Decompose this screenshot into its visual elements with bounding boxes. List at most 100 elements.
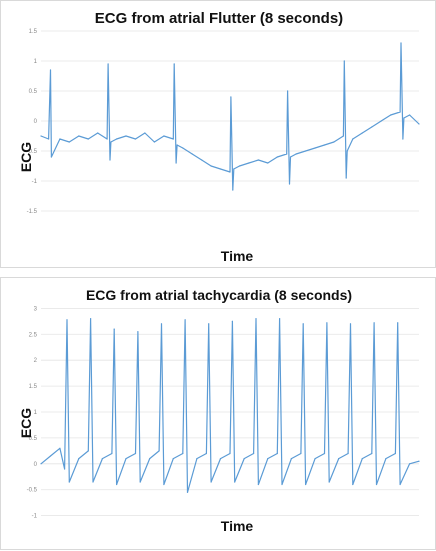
data-point — [248, 162, 250, 164]
data-point — [231, 320, 233, 322]
data-point — [289, 156, 292, 158]
data-point — [345, 177, 347, 179]
data-point — [323, 144, 326, 146]
data-point — [342, 135, 344, 137]
data-point — [175, 162, 177, 164]
data-point — [390, 114, 392, 116]
data-point — [50, 156, 53, 158]
data-point — [399, 483, 401, 486]
data-point — [232, 189, 234, 191]
data-point — [399, 111, 401, 113]
data-point — [40, 463, 42, 465]
data-point — [191, 153, 193, 155]
chart-panel-atrial-tachycardia: 3 2.5 2 1.5 1 0.5 0 -0.5 -1 ECG from atrial tachy… — [0, 277, 436, 550]
y-axis-title: ECG — [18, 142, 34, 172]
data-point — [163, 135, 165, 137]
data-point — [59, 447, 61, 449]
y-tick-label: 0.5 — [29, 89, 38, 95]
data-point — [326, 322, 328, 324]
data-point — [385, 458, 387, 460]
data-point — [173, 63, 175, 65]
data-point — [409, 463, 411, 465]
data-point — [49, 69, 52, 71]
data-point — [92, 481, 94, 483]
data-point — [287, 90, 289, 92]
data-point — [402, 138, 404, 140]
data-point — [323, 452, 326, 455]
data-point — [229, 452, 231, 455]
data-point — [182, 452, 184, 455]
y-tick-label: -0.5 — [27, 149, 38, 155]
y-tick-label: 1 — [34, 410, 38, 416]
data-point — [267, 162, 269, 164]
data-point — [196, 458, 198, 460]
data-point — [68, 141, 70, 143]
data-point — [361, 132, 363, 134]
data-point — [219, 458, 222, 460]
data-point — [186, 491, 189, 493]
chart-title: ECG from atrial Flutter (8 seconds) — [95, 10, 343, 27]
y-tick-label: 2 — [34, 358, 38, 364]
data-point — [106, 138, 108, 140]
data-point — [373, 322, 375, 324]
data-point — [109, 159, 111, 161]
data-point — [233, 168, 235, 170]
data-point — [290, 458, 292, 460]
data-point — [111, 452, 113, 455]
data-point — [394, 452, 396, 455]
data-point — [137, 331, 139, 333]
data-point — [107, 63, 109, 65]
data-point — [295, 153, 297, 155]
y-tick-label: 1 — [34, 59, 38, 65]
y-tick-label: 0 — [34, 119, 38, 125]
data-point — [418, 460, 420, 462]
y-tick-label: 2.5 — [29, 332, 38, 338]
data-point — [276, 156, 278, 158]
data-point — [116, 138, 118, 140]
x-axis-title: Time — [221, 518, 254, 534]
data-point — [418, 123, 420, 125]
chart-svg-atrial-flutter: 1.5 1 0.5 0 -0.5 -1 -1.5 ECG from atrial Flutte… — [18, 10, 420, 264]
chart-svg-atrial-tachycardia: 3 2.5 2 1.5 1 0.5 0 -0.5 -1 ECG from atrial tachy… — [18, 287, 420, 534]
data-point — [300, 452, 302, 455]
data-point — [90, 318, 92, 320]
data-point — [229, 171, 231, 173]
data-point — [125, 458, 127, 460]
data-point — [288, 183, 291, 185]
data-point — [349, 323, 352, 325]
data-point — [110, 141, 112, 143]
data-point — [397, 322, 399, 324]
data-point — [276, 452, 278, 455]
data-point — [257, 159, 259, 161]
y-tick-label: 3 — [34, 306, 38, 312]
data-point — [97, 132, 99, 134]
data-point — [87, 450, 89, 452]
series-line-ecg — [40, 318, 420, 493]
data-point — [59, 138, 61, 140]
data-point — [255, 318, 257, 320]
data-point — [184, 319, 186, 321]
data-point — [238, 165, 241, 167]
data-point — [361, 458, 363, 460]
data-point — [48, 138, 50, 140]
data-point — [302, 323, 304, 325]
data-point — [176, 144, 178, 146]
data-point — [219, 168, 222, 170]
data-point — [101, 458, 103, 460]
y-tick-label: 0.5 — [29, 436, 38, 442]
data-point — [49, 455, 52, 457]
data-point — [281, 483, 283, 486]
data-point — [125, 135, 127, 137]
data-point — [172, 138, 174, 140]
data-point — [149, 458, 151, 460]
data-point — [305, 483, 307, 486]
data-point — [208, 323, 210, 325]
data-point — [160, 323, 163, 325]
data-point — [409, 114, 411, 116]
data-point — [328, 481, 330, 483]
data-point — [182, 147, 184, 149]
data-point — [234, 481, 236, 483]
data-point — [144, 132, 146, 134]
data-point — [230, 96, 232, 98]
y-tick-label: 0 — [34, 462, 38, 468]
